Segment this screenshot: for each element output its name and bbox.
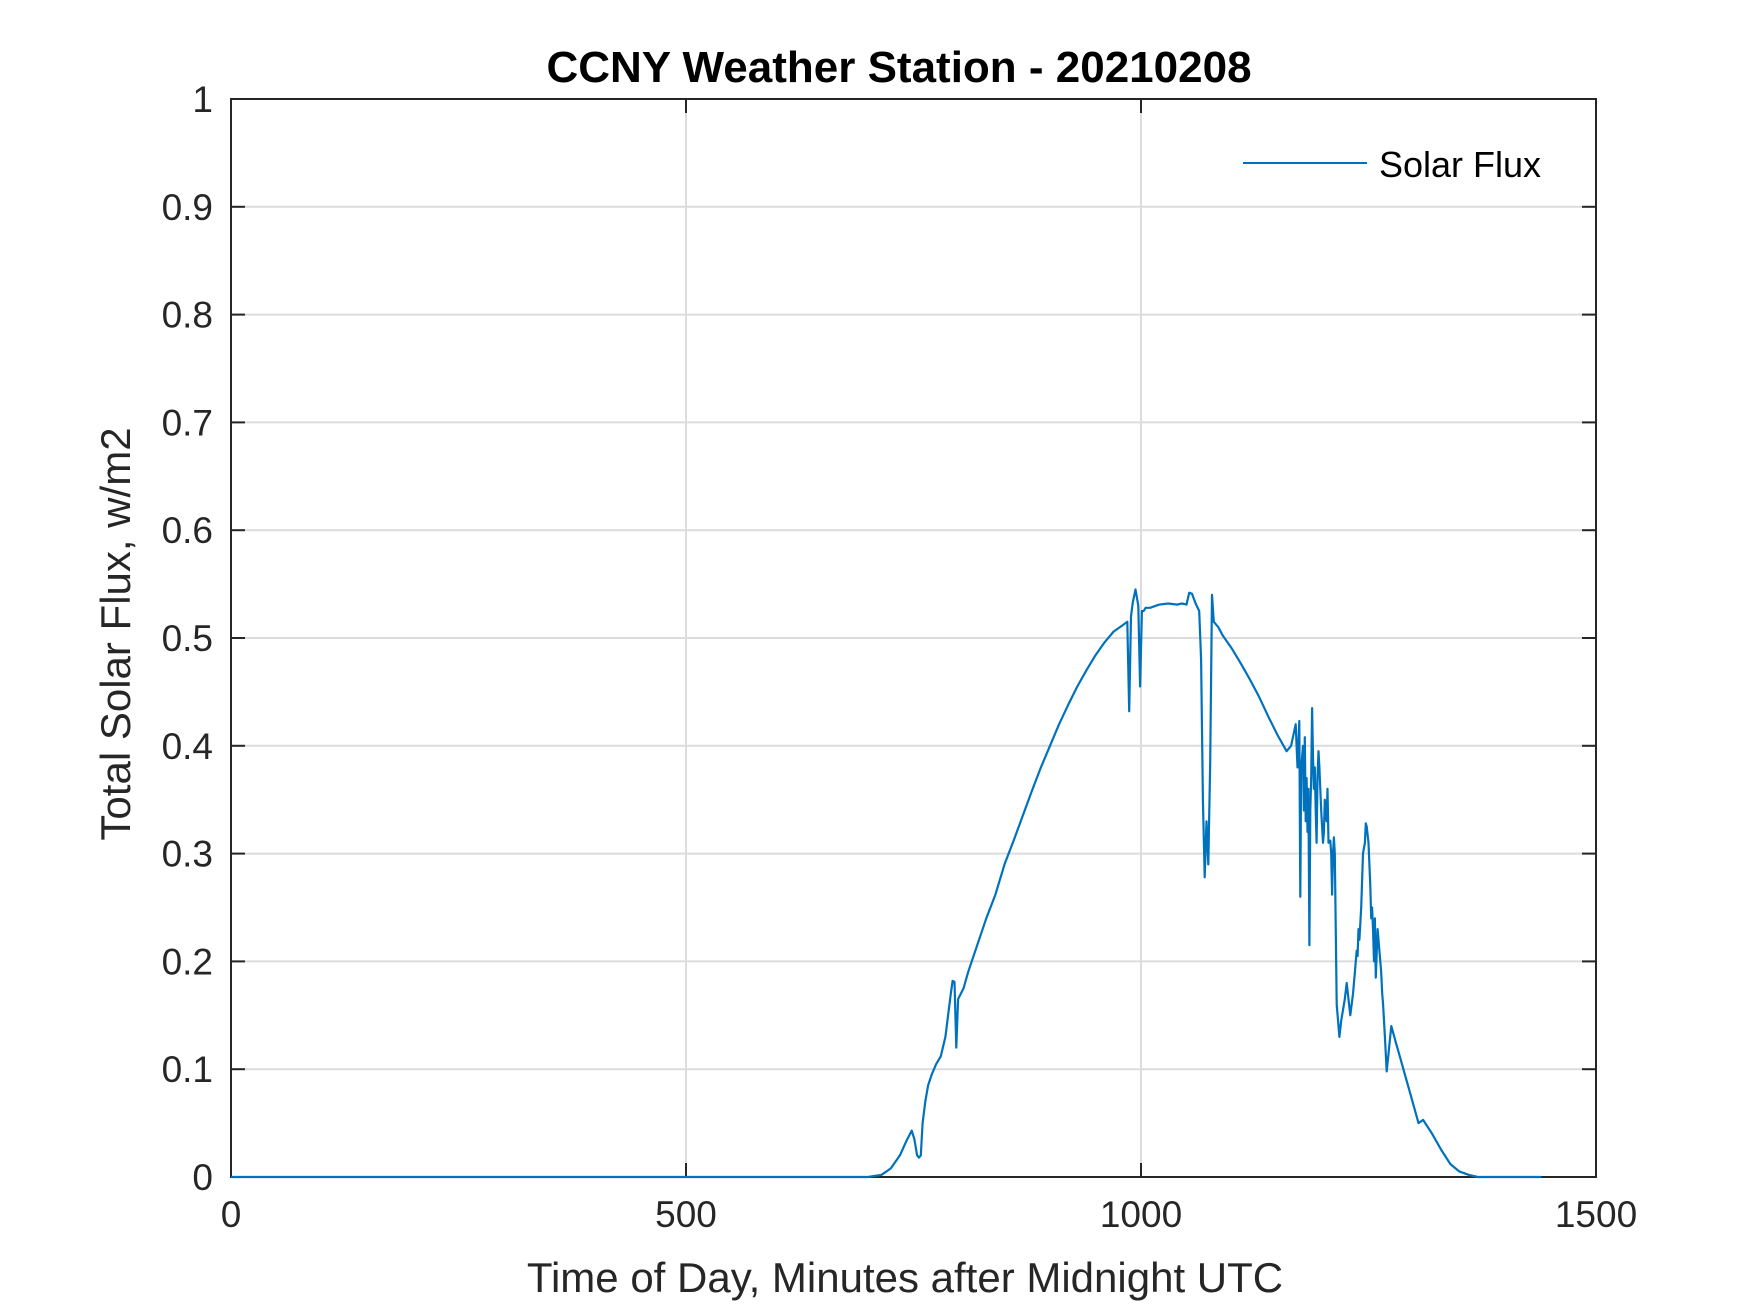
series-layer	[231, 588, 1542, 1179]
y-tick-label: 0.5	[162, 618, 213, 659]
y-axis-label: Total Solar Flux, w/m2	[92, 427, 139, 840]
y-tick-label: 0.4	[162, 726, 213, 767]
y-tick-labels: 0 0.1 0.2 0.3 0.4 0.5 0.6 0.7 0.8 0.9 1	[162, 79, 213, 1198]
chart-title: CCNY Weather Station - 20210208	[546, 43, 1251, 92]
y-tick-label: 1	[192, 79, 213, 120]
x-tick-labels: 0 500 1000 1500	[221, 1194, 1637, 1235]
x-tick-label: 500	[655, 1194, 717, 1235]
y-tick-label: 0.9	[162, 187, 213, 228]
y-tick-label: 0.2	[162, 941, 213, 982]
x-tick-label: 1500	[1555, 1194, 1637, 1235]
y-tick-label: 0.6	[162, 510, 213, 551]
axis-ticks	[230, 98, 1597, 1178]
y-tick-label: 0.8	[162, 295, 213, 336]
y-tick-label: 0.1	[162, 1049, 213, 1090]
y-tick-label: 0	[192, 1157, 213, 1198]
series-line-solar-flux	[231, 588, 1542, 1179]
x-tick-label: 1000	[1100, 1194, 1182, 1235]
y-tick-label: 0.3	[162, 834, 213, 875]
gridlines	[231, 99, 1596, 1177]
x-axis-label: Time of Day, Minutes after Midnight UTC	[527, 1254, 1283, 1301]
y-tick-label: 0.7	[162, 402, 213, 443]
x-tick-label: 0	[221, 1194, 242, 1235]
legend-entry-solar-flux: Solar Flux	[1379, 144, 1541, 185]
legend: Solar Flux	[1243, 144, 1541, 185]
